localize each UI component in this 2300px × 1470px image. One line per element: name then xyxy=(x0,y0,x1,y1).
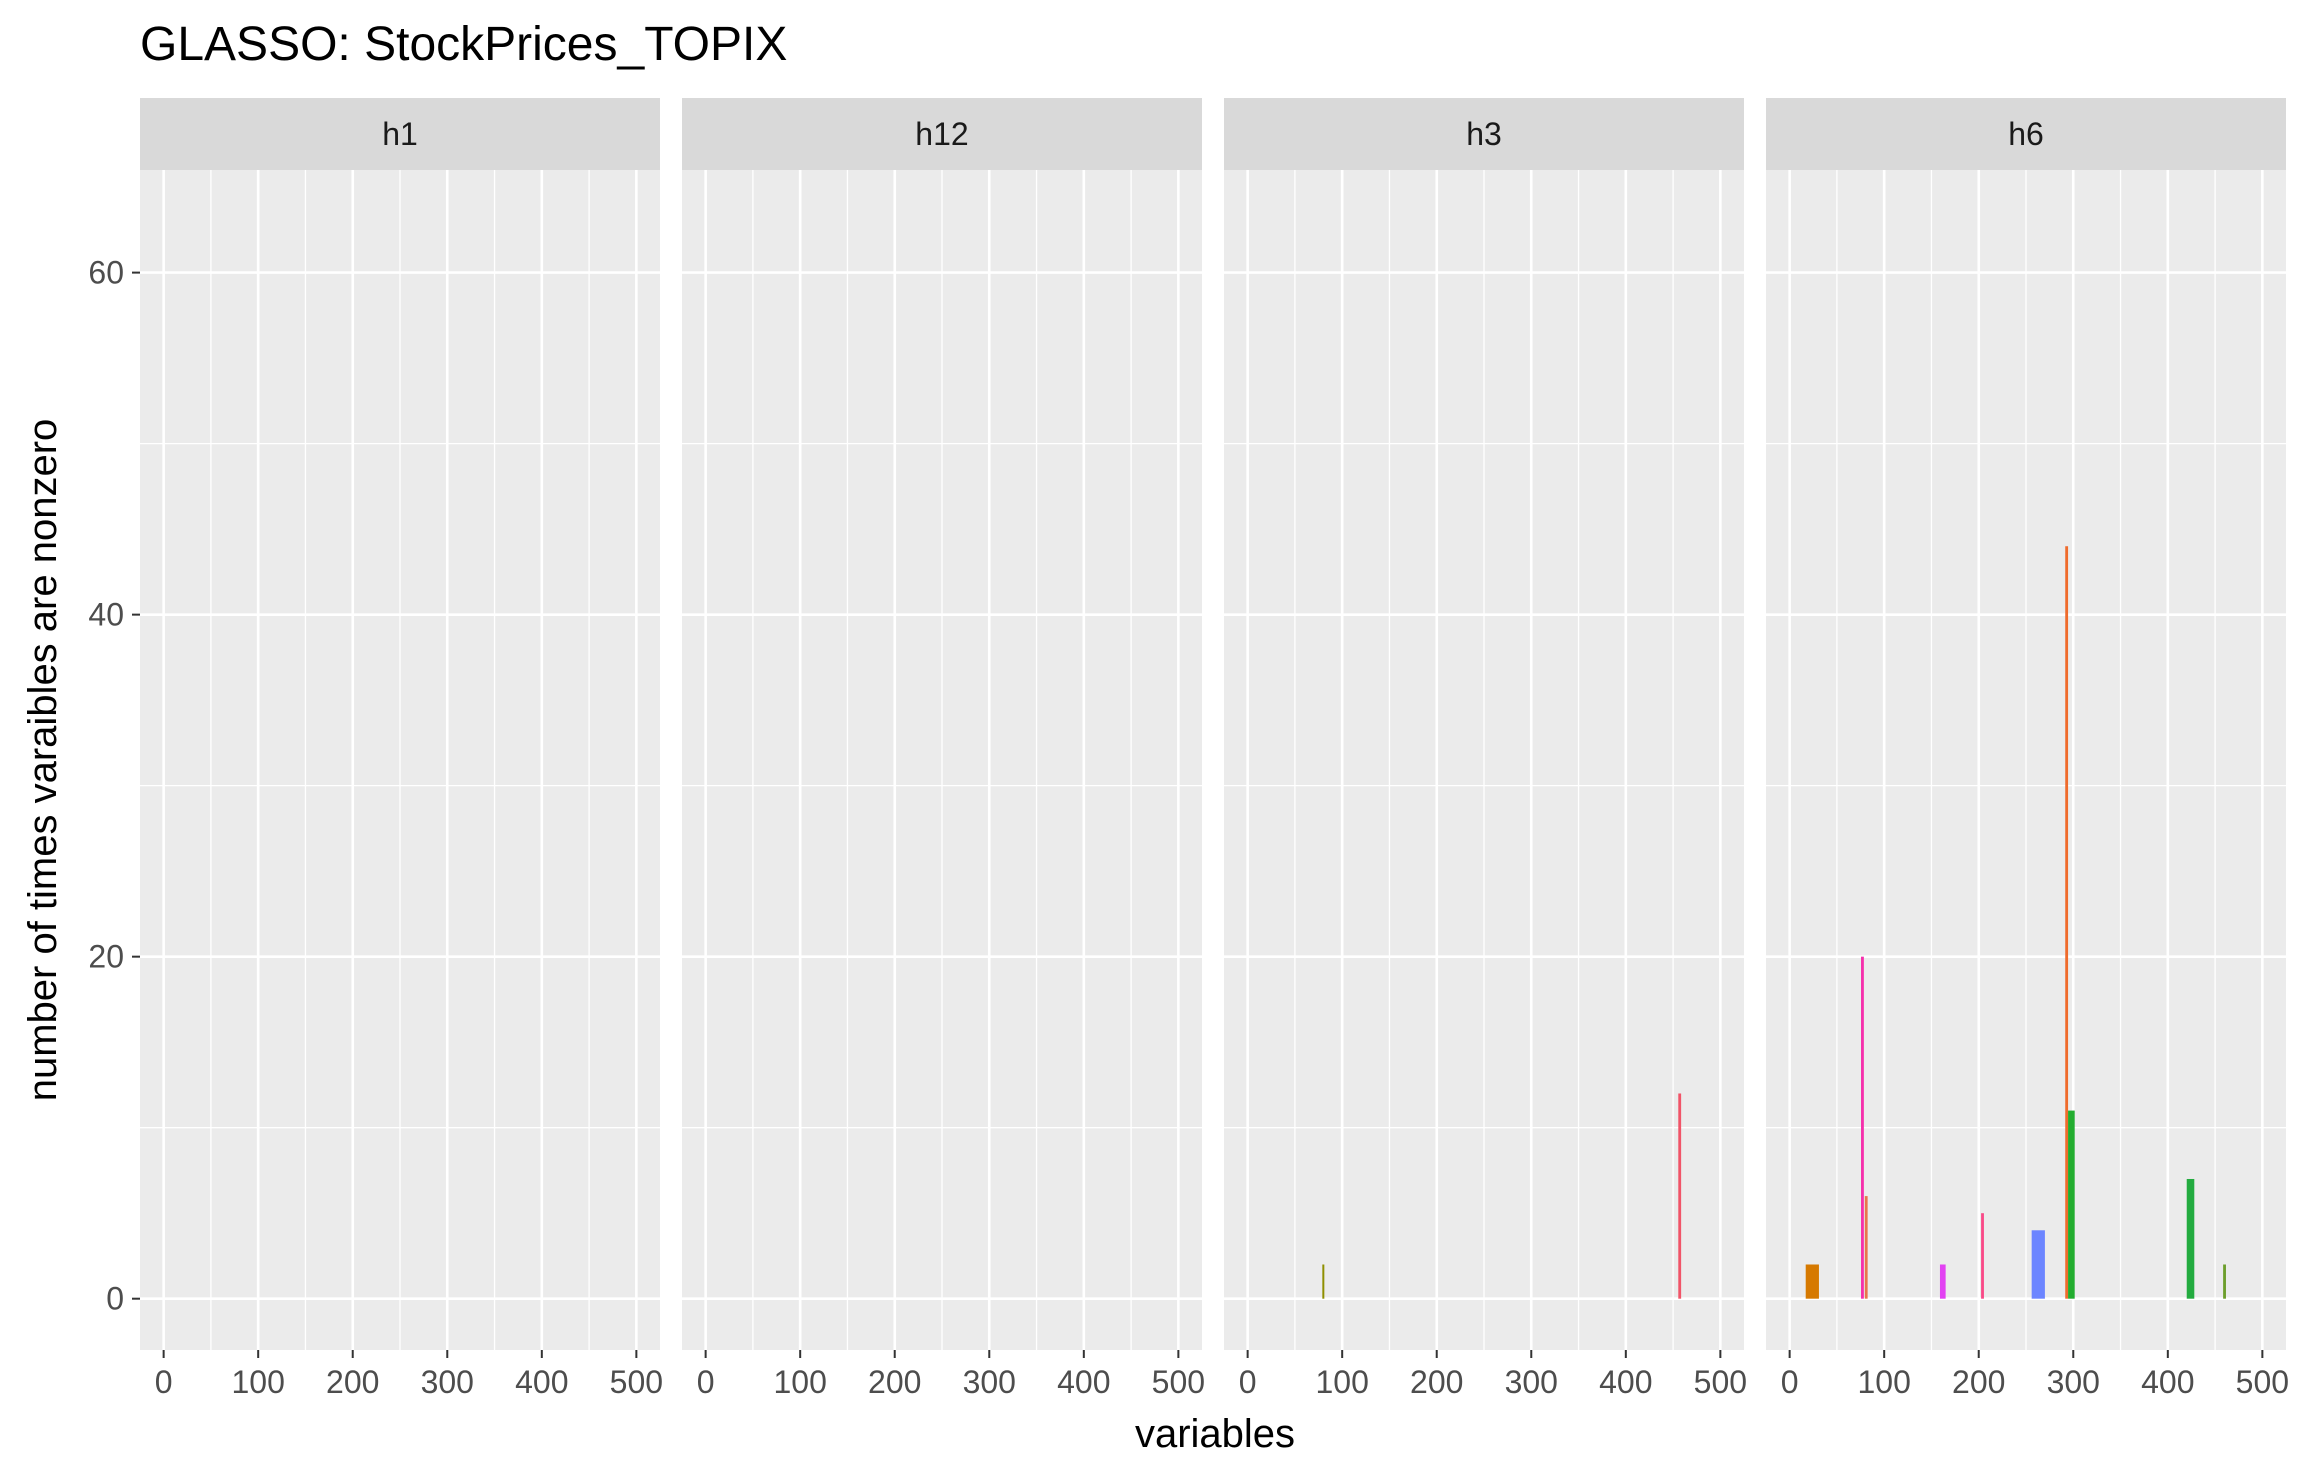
y-tick-label: 40 xyxy=(88,597,124,633)
x-tick-label: 500 xyxy=(2236,1364,2289,1400)
bar xyxy=(2031,1230,2045,1299)
bar xyxy=(1939,1264,1946,1299)
facet-panel-h3: h3 0 100 200 300 400 500 xyxy=(1224,98,1747,1400)
facet-strip xyxy=(682,98,1202,170)
bar xyxy=(1981,1213,1984,1299)
x-tick-label: 400 xyxy=(1599,1364,1652,1400)
bar xyxy=(2065,546,2069,1299)
bar xyxy=(1322,1264,1325,1299)
facet-panel-h1: h1 0 100 200 300 400 500 0 20 40 60 xyxy=(88,98,663,1400)
x-tick-label: 400 xyxy=(515,1364,568,1400)
x-tick-label: 300 xyxy=(1505,1364,1558,1400)
chart-title: GLASSO: StockPrices_TOPIX xyxy=(140,18,787,71)
bar xyxy=(1805,1264,1819,1299)
x-tick-label: 300 xyxy=(963,1364,1016,1400)
bar xyxy=(2223,1264,2226,1299)
x-tick-label: 100 xyxy=(1315,1364,1368,1400)
x-tick-label: 100 xyxy=(773,1364,826,1400)
facet-panel-h12: h12 0 100 200 300 400 500 xyxy=(682,98,1205,1400)
facet-strip-label: h3 xyxy=(1466,116,1502,152)
x-tick-label: 300 xyxy=(2047,1364,2100,1400)
facet-strip xyxy=(140,98,660,170)
x-tick-label: 500 xyxy=(610,1364,663,1400)
y-tick-label: 20 xyxy=(88,939,124,975)
y-tick-label: 60 xyxy=(88,255,124,291)
x-tick-label: 0 xyxy=(1239,1364,1257,1400)
x-tick-label: 500 xyxy=(1152,1364,1205,1400)
x-tick-label: 400 xyxy=(1057,1364,1110,1400)
x-tick-label: 400 xyxy=(2141,1364,2194,1400)
facet-panels: h1 0 100 200 300 400 500 0 20 40 60 h12 0 100 200 300 40… xyxy=(88,98,2289,1400)
x-tick-label: 500 xyxy=(1694,1364,1747,1400)
x-tick-label: 100 xyxy=(1857,1364,1910,1400)
facet-panel-h6: h6 0 100 200 300 400 500 xyxy=(1766,98,2289,1400)
x-axis-title: variables xyxy=(1135,1412,1295,1456)
x-tick-label: 0 xyxy=(155,1364,173,1400)
x-tick-label: 200 xyxy=(1410,1364,1463,1400)
bar xyxy=(1678,1093,1682,1299)
facet-strip-label: h12 xyxy=(915,116,968,152)
x-tick-label: 200 xyxy=(326,1364,379,1400)
x-tick-label: 200 xyxy=(1952,1364,2005,1400)
bar xyxy=(2186,1178,2195,1299)
facet-strip-label: h1 xyxy=(382,116,418,152)
x-tick-label: 0 xyxy=(697,1364,715,1400)
bar xyxy=(1861,956,1864,1299)
y-tick-label: 0 xyxy=(106,1281,124,1317)
facet-strip-label: h6 xyxy=(2008,116,2044,152)
x-tick-label: 300 xyxy=(421,1364,474,1400)
bar xyxy=(1864,1196,1868,1299)
x-tick-label: 100 xyxy=(231,1364,284,1400)
facet-strip xyxy=(1224,98,1744,170)
x-tick-label: 200 xyxy=(868,1364,921,1400)
y-axis-title: number of times varaibles are nonzero xyxy=(21,419,65,1102)
x-tick-label: 0 xyxy=(1781,1364,1799,1400)
facet-strip xyxy=(1766,98,2286,170)
bar xyxy=(2068,1110,2075,1299)
